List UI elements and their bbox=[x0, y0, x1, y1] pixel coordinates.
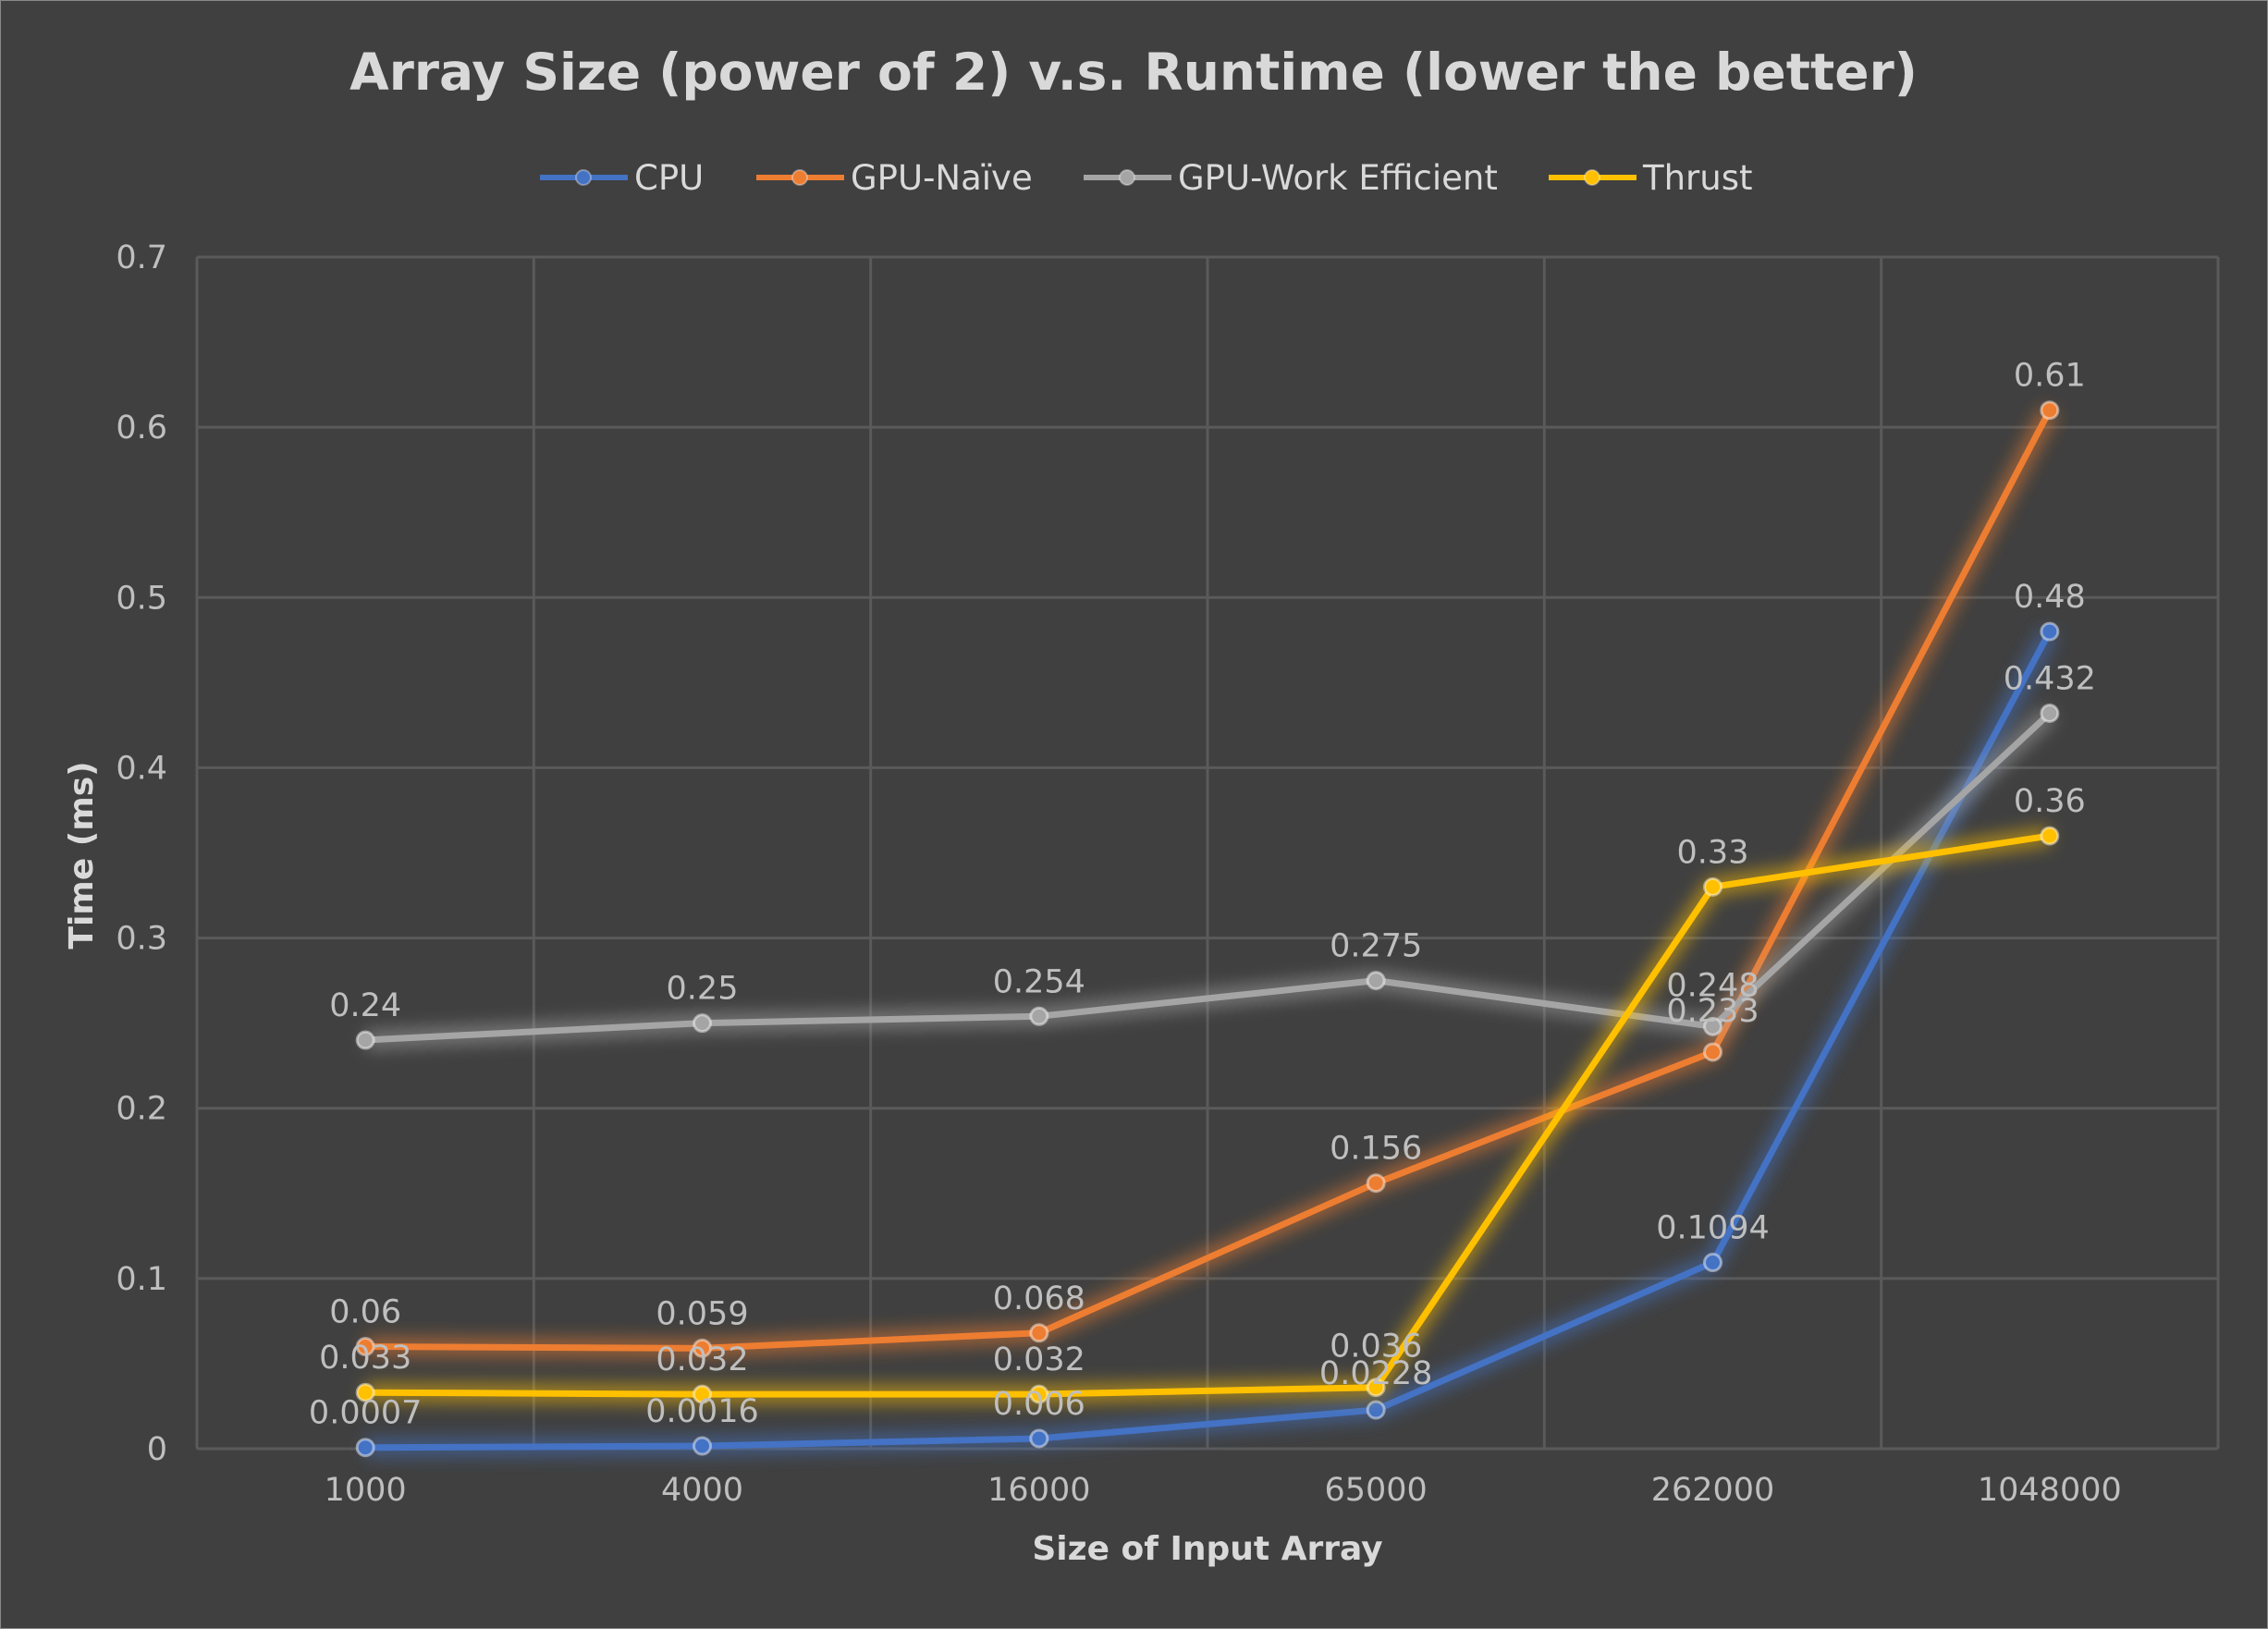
data-label: 0.006 bbox=[993, 1386, 1085, 1423]
data-label: 0.233 bbox=[1666, 993, 1759, 1030]
y-axis-ticks: 0 0.1 0.2 0.3 0.4 0.5 0.6 0.7 bbox=[116, 239, 167, 1468]
series-gpu-work-efficient bbox=[355, 704, 2060, 1050]
legend-marker-swatch bbox=[1584, 169, 1600, 186]
data-label: 0.48 bbox=[2014, 579, 2086, 616]
series-line bbox=[362, 710, 2053, 1044]
x-tick-label: 65000 bbox=[1324, 1472, 1427, 1509]
data-point bbox=[355, 1030, 375, 1050]
x-tick-label: 4000 bbox=[661, 1472, 743, 1509]
data-point bbox=[1029, 1384, 1049, 1404]
data-label: 0.036 bbox=[1330, 1329, 1422, 1366]
x-tick-label: 1048000 bbox=[1978, 1472, 2122, 1509]
x-tick-label: 1000 bbox=[325, 1472, 407, 1509]
legend-item: Thrust bbox=[1549, 158, 1753, 198]
legend-label: GPU-Work Efficient bbox=[1178, 158, 1498, 198]
data-point bbox=[2040, 621, 2060, 642]
data-label: 0.032 bbox=[993, 1341, 1085, 1378]
data-point bbox=[2040, 826, 2060, 846]
x-axis-ticks: 1000 4000 16000 65000 262000 1048000 bbox=[325, 1472, 2122, 1509]
chart-title: Array Size (power of 2) v.s. Runtime (lo… bbox=[349, 43, 1918, 102]
data-label: 0.033 bbox=[319, 1340, 411, 1377]
data-point bbox=[355, 1382, 375, 1402]
data-label: 0.25 bbox=[667, 971, 739, 1008]
data-label: 0.068 bbox=[993, 1280, 1085, 1317]
data-point bbox=[1366, 1400, 1386, 1420]
x-tick-label: 16000 bbox=[987, 1472, 1090, 1509]
data-point bbox=[693, 1338, 712, 1358]
data-label: 0.0016 bbox=[645, 1393, 758, 1430]
data-point bbox=[1029, 1428, 1049, 1449]
data-point bbox=[693, 1013, 712, 1034]
y-tick-label: 0 bbox=[147, 1431, 167, 1468]
legend-item: GPU-Naïve bbox=[756, 158, 1033, 198]
y-axis-title: Time (ms) bbox=[63, 761, 101, 949]
data-label: 0.61 bbox=[2014, 358, 2086, 395]
y-tick-label: 0.5 bbox=[116, 580, 167, 617]
data-label: 0.254 bbox=[993, 963, 1085, 1000]
y-tick-label: 0.4 bbox=[116, 750, 167, 787]
series-cpu bbox=[355, 621, 2060, 1458]
data-point bbox=[355, 1438, 375, 1458]
series-line bbox=[362, 407, 2053, 1352]
y-tick-label: 0.2 bbox=[116, 1091, 167, 1128]
series-line bbox=[362, 832, 2053, 1398]
data-point bbox=[1029, 1323, 1049, 1343]
data-point bbox=[1703, 1016, 1722, 1036]
x-tick-label: 262000 bbox=[1651, 1472, 1775, 1509]
data-label: 0.032 bbox=[656, 1341, 748, 1378]
data-label: 0.059 bbox=[656, 1295, 748, 1332]
legend-label: CPU bbox=[634, 158, 704, 198]
series-gpu-na-ve bbox=[355, 400, 2060, 1358]
y-tick-label: 0.1 bbox=[116, 1261, 167, 1298]
data-point bbox=[1366, 1173, 1386, 1194]
data-point bbox=[1703, 1042, 1722, 1062]
x-axis-title: Size of Input Array bbox=[1032, 1530, 1382, 1568]
data-point bbox=[355, 1337, 375, 1357]
legend-label: GPU-Naïve bbox=[851, 158, 1033, 198]
legend-marker-swatch bbox=[1119, 169, 1135, 186]
legend-item: CPU bbox=[540, 158, 704, 198]
y-tick-label: 0.3 bbox=[116, 921, 167, 958]
data-point bbox=[693, 1384, 712, 1404]
data-point bbox=[1366, 971, 1386, 991]
series-layer bbox=[355, 400, 2060, 1458]
data-label: 0.432 bbox=[2004, 661, 2096, 698]
data-label: 0.06 bbox=[329, 1294, 401, 1331]
data-label: 0.275 bbox=[1330, 928, 1422, 965]
data-labels: 0.0007 0.0016 0.006 0.0228 0.1094 0.48 0.06 0.0… bbox=[309, 358, 2096, 1432]
data-point bbox=[693, 1436, 712, 1456]
series-line bbox=[362, 628, 2053, 1451]
data-point bbox=[2040, 400, 2060, 421]
data-label: 0.0007 bbox=[309, 1395, 422, 1432]
legend-item: GPU-Work Efficient bbox=[1084, 158, 1498, 198]
y-tick-label: 0.6 bbox=[116, 410, 167, 447]
data-point bbox=[1366, 1378, 1386, 1398]
chart-legend: CPU GPU-Naïve GPU-Work Efficient Thrust bbox=[540, 158, 1753, 198]
data-point bbox=[1703, 876, 1722, 897]
data-label: 0.0228 bbox=[1319, 1355, 1432, 1392]
data-point bbox=[1029, 1006, 1049, 1026]
data-label: 0.1094 bbox=[1656, 1210, 1769, 1247]
data-label: 0.24 bbox=[329, 987, 401, 1024]
data-label: 0.248 bbox=[1666, 967, 1759, 1004]
data-label: 0.156 bbox=[1330, 1131, 1422, 1168]
legend-marker-swatch bbox=[791, 169, 808, 186]
data-point bbox=[1703, 1253, 1722, 1273]
data-point bbox=[2040, 704, 2060, 724]
series-thrust bbox=[355, 826, 2060, 1404]
data-label: 0.36 bbox=[2014, 783, 2086, 820]
legend-label: Thrust bbox=[1642, 158, 1753, 198]
y-tick-label: 0.7 bbox=[116, 239, 167, 276]
legend-marker-swatch bbox=[575, 169, 592, 186]
data-label: 0.33 bbox=[1677, 834, 1749, 871]
